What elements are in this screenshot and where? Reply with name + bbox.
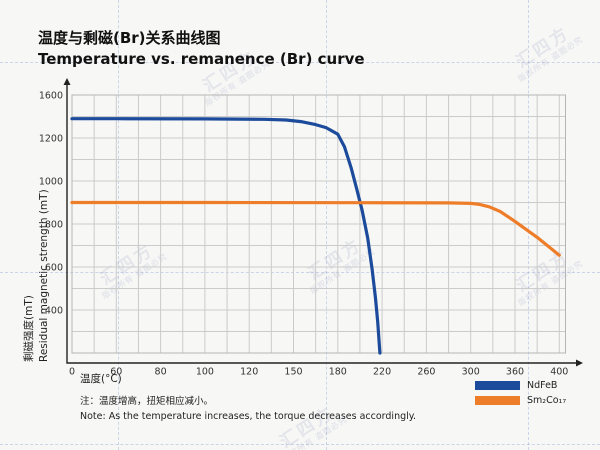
y-axis-title-zh: 剩磁强度(mT) (23, 295, 35, 362)
series-ndfeb (70, 117, 382, 355)
footnote-zh: 注：温度增高，扭矩相应减小。 (80, 396, 214, 407)
watermark-guideline-vertical (118, 0, 119, 450)
footnote-en: Note: As the temperature increases, the … (80, 410, 417, 422)
svg-text:180: 180 (329, 367, 347, 378)
svg-text:1200: 1200 (39, 134, 63, 145)
watermark-guideline-horizontal (0, 444, 600, 445)
watermark-guideline-horizontal (0, 272, 600, 273)
y-axis-title-en: Residual magnetic strength (mT) (38, 189, 50, 362)
svg-text:260: 260 (417, 367, 435, 378)
svg-text:80: 80 (155, 367, 167, 378)
x-axis-title: 温度(°C) (80, 373, 122, 385)
watermark-guideline-horizontal (0, 62, 600, 63)
legend-label-sm2co17: Sm₂Co₁₇ (527, 395, 567, 406)
svg-text:120: 120 (240, 367, 258, 378)
svg-text:0: 0 (69, 367, 75, 378)
legend-swatch-ndfeb (475, 381, 520, 390)
x-tick-labels: 0 60 80 100 120 150 180 220 260 300 360 400 (69, 367, 568, 378)
svg-text:400: 400 (45, 306, 63, 317)
legend-label-ndfeb: NdFeB (527, 380, 558, 391)
svg-text:220: 220 (373, 367, 391, 378)
plot-grid (71, 94, 566, 354)
svg-text:1600: 1600 (39, 91, 63, 102)
legend-swatch-sm2co17 (475, 396, 520, 405)
svg-text:600: 600 (45, 263, 63, 274)
watermark-guideline-vertical (326, 0, 327, 450)
svg-text:300: 300 (462, 367, 480, 378)
y-tick-labels: 1600 1200 1000 800 600 400 (39, 91, 63, 317)
svg-text:150: 150 (284, 367, 302, 378)
svg-text:800: 800 (45, 220, 63, 231)
chart-title-zh: 温度与剩磁(Br)关系曲线图 (38, 29, 221, 47)
svg-text:1000: 1000 (39, 177, 63, 188)
svg-text:360: 360 (506, 367, 524, 378)
svg-text:60: 60 (110, 367, 122, 378)
svg-text:100: 100 (196, 367, 214, 378)
watermark-guideline-vertical (528, 0, 529, 450)
chart-title-en: Temperature vs. remanence (Br) curve (38, 50, 365, 68)
legend-item-sm2co17: Sm₂Co₁₇ (475, 395, 566, 406)
legend-item-ndfeb: NdFeB (475, 380, 566, 391)
axes (63, 78, 583, 367)
series-smco (70, 200, 561, 257)
footnote: 注：温度增高，扭矩相应减小。 Note: As the temperature … (80, 395, 416, 424)
legend: NdFeB Sm₂Co₁₇ (475, 380, 566, 410)
svg-text:400: 400 (550, 367, 568, 378)
